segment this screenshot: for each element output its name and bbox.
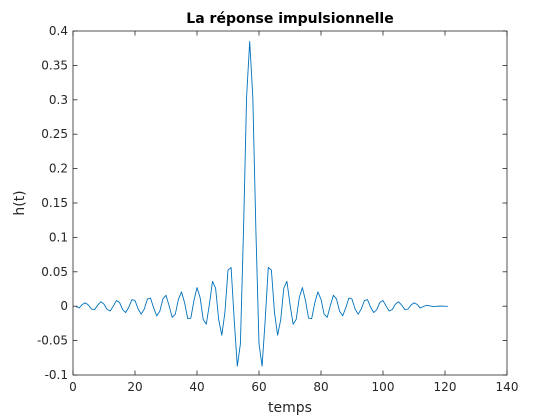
x-axis-label: temps <box>268 400 312 416</box>
plot-area <box>72 30 508 376</box>
y-tick-label: 0.35 <box>41 58 68 72</box>
y-axis: -0.1 -0.05 0 0.05 0.1 0.15 0.2 0.25 0.3 0.35 0.4 <box>37 24 507 382</box>
plot-background <box>73 31 507 375</box>
y-tick-label: 0.4 <box>49 24 68 38</box>
x-tick-label: 100 <box>372 380 395 394</box>
y-axis-label: h(t) <box>12 190 28 215</box>
y-tick-label: 0.15 <box>41 196 68 210</box>
x-tick-label: 140 <box>496 380 519 394</box>
y-tick-label: 0.3 <box>49 93 68 107</box>
y-tick-label: 0.1 <box>49 230 68 244</box>
y-tick-label: 0.05 <box>41 265 68 279</box>
y-tick-label: -0.05 <box>37 334 68 348</box>
x-axis: 0 20 40 60 80 100 120 140 <box>69 31 518 394</box>
y-tick-label: 0.25 <box>41 127 68 141</box>
y-tick-label: -0.1 <box>45 368 68 382</box>
chart-title: La réponse impulsionnelle <box>186 11 393 27</box>
y-tick-label: 0 <box>60 299 68 313</box>
x-tick-label: 0 <box>69 380 77 394</box>
series-line-0 <box>75 41 449 367</box>
x-tick-label: 20 <box>127 380 142 394</box>
x-tick-label: 120 <box>434 380 457 394</box>
x-tick-label: 40 <box>189 380 204 394</box>
x-tick-label: 80 <box>313 380 328 394</box>
y-tick-label: 0.2 <box>49 162 68 176</box>
x-tick-label: 60 <box>251 380 266 394</box>
